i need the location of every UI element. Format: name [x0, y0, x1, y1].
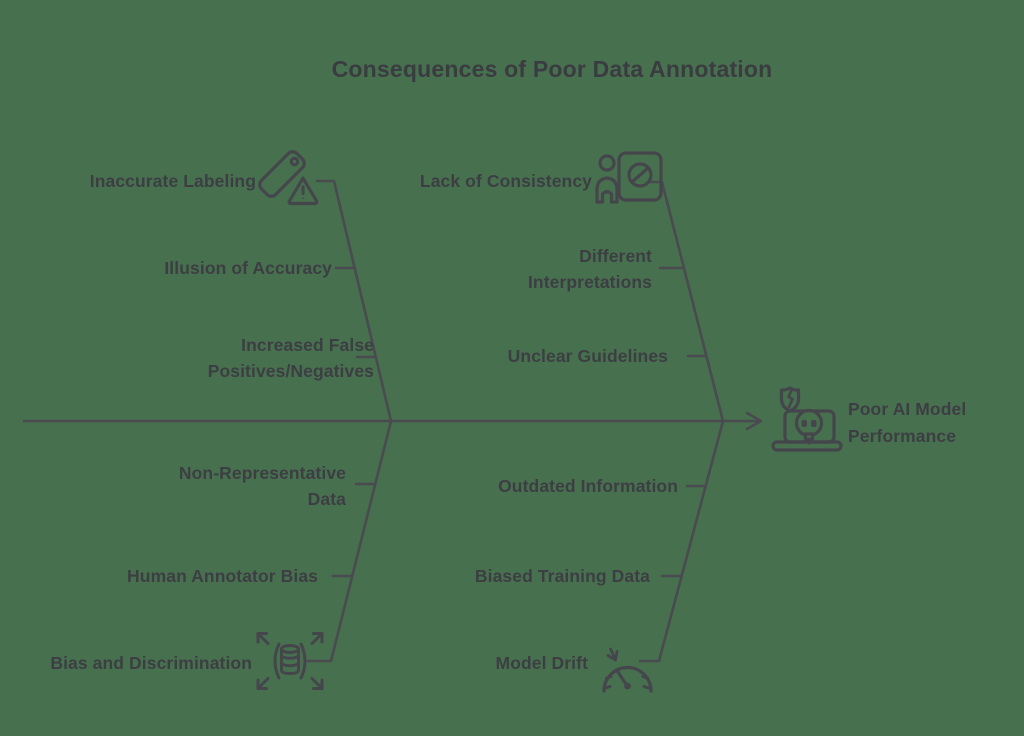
annotator-review-icon [595, 151, 663, 204]
warning-tag-icon [258, 150, 319, 206]
cause-label-bias-and-discrimination: Bias and Discrimination [50, 653, 252, 673]
gauge-decline-icon [602, 647, 653, 693]
subcause-label-non-representative-data: Non-Representative Data [178, 463, 346, 509]
branch-line-bottom-left [306, 419, 393, 663]
branch-line-top-left [315, 179, 393, 423]
cause-label-model-drift: Model Drift [495, 653, 588, 673]
subcause-label-outdated-information: Outdated Information [498, 476, 678, 496]
subcause-label-human-annotator-bias: Human Annotator Bias [127, 566, 318, 586]
subcause-label-biased-training-data: Biased Training Data [474, 566, 650, 586]
branch-line-top-right [647, 180, 725, 423]
cause-label-inaccurate-labeling: Inaccurate Labeling [89, 171, 256, 191]
branch-line-bottom-right [638, 419, 725, 663]
subcause-label-increased-false-positives: Increased False Positives/Negatives [207, 335, 374, 381]
cause-label-lack-of-consistency: Lack of Consistency [419, 171, 592, 191]
diagram-title: Consequences of Poor Data Annotation [331, 56, 773, 82]
data-scatter-icon [256, 632, 324, 690]
subcause-label-illusion-of-accuracy: Illusion of Accuracy [164, 258, 332, 278]
ai-laptop-failure-icon [771, 386, 843, 452]
subcause-label-unclear-guidelines: Unclear Guidelines [507, 346, 668, 366]
subcause-label-different-interpretations: Different Interpretations [527, 246, 652, 292]
spine-arrowhead-icon [745, 411, 763, 431]
effect-label-poor-ai-model-performance: Poor AI Model Performance [848, 399, 967, 446]
